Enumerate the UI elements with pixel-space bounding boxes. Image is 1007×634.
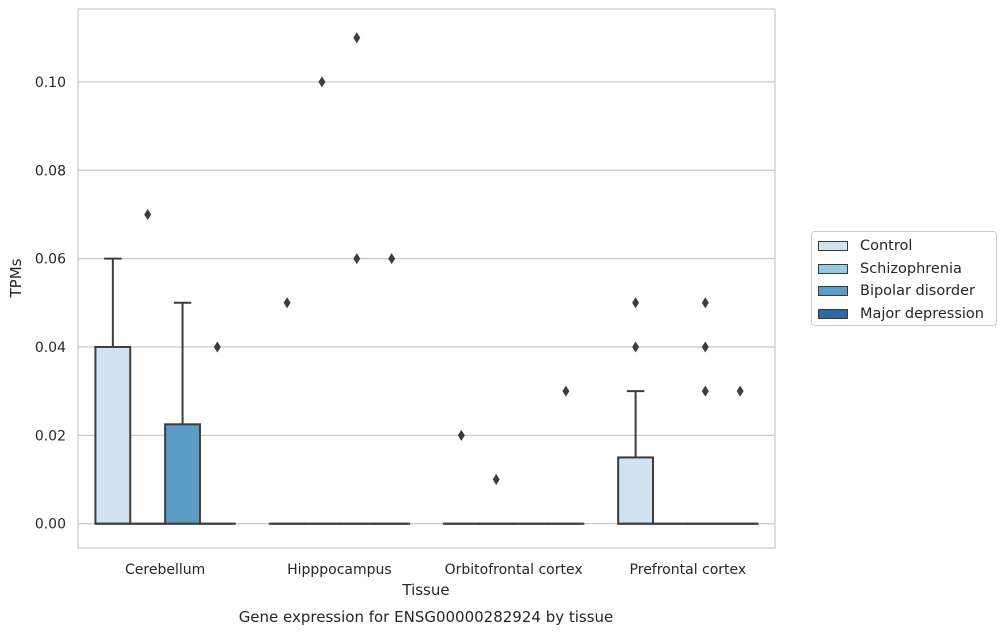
box <box>268 297 306 525</box>
y-tick-label: 0.06 <box>35 252 66 268</box>
box <box>129 208 167 525</box>
y-tick-labels: 0.00 0.02 0.04 0.06 0.08 0.10 <box>35 75 66 533</box>
box-body <box>617 456 655 525</box>
chart-caption: Gene expression for ENSG00000282924 by t… <box>239 608 614 626</box>
outlier-point <box>213 341 221 353</box>
box <box>303 76 341 525</box>
series-major-depression <box>198 253 759 525</box>
box <box>164 301 201 525</box>
y-axis-label: TPMs <box>7 258 25 298</box>
box <box>198 341 236 525</box>
legend-swatch <box>818 308 848 319</box>
legend-item: Bipolar disorder <box>818 281 975 301</box>
outlier-point <box>492 474 500 486</box>
outlier-point <box>701 385 709 397</box>
box <box>94 257 132 525</box>
box <box>686 297 724 525</box>
legend-label: Schizophrenia <box>860 260 962 277</box>
series-bipolar-disorder <box>164 32 724 525</box>
outlier-point <box>701 297 709 309</box>
legend-item: Major depression <box>818 304 984 324</box>
box-series <box>94 32 759 525</box>
outlier-point <box>562 385 570 397</box>
legend: Control Schizophrenia Bipolar disorder Majo… <box>811 231 997 326</box>
outlier-point <box>632 297 640 309</box>
box <box>477 474 515 525</box>
y-tick-label: 0.10 <box>35 75 66 91</box>
outlier-point <box>388 253 396 265</box>
outlier-point <box>283 297 291 309</box>
series-schizophrenia <box>129 76 689 525</box>
plot-area-frame <box>77 8 776 549</box>
x-axis-label: Tissue <box>401 581 449 599</box>
outlier-point <box>457 429 465 441</box>
y-tick-label: 0.00 <box>35 517 66 533</box>
outlier-point <box>632 341 640 353</box>
outlier-point <box>144 208 152 220</box>
y-tick-label: 0.02 <box>35 428 66 444</box>
series-control <box>94 257 655 525</box>
legend-label: Bipolar disorder <box>860 283 975 299</box>
box-body <box>164 423 201 525</box>
box <box>721 385 759 525</box>
x-tick-label: Orbitofrontal cortex <box>445 562 583 578</box>
y-tick-label: 0.04 <box>35 340 66 356</box>
outlier-point <box>736 385 744 397</box>
x-tick-label: Cerebellum <box>125 562 205 578</box>
outlier-point <box>318 76 326 88</box>
legend-item: Control <box>818 236 912 256</box>
legend-label: Major depression <box>860 305 984 322</box>
x-tick-label: Prefrontal cortex <box>630 562 747 578</box>
box <box>338 32 376 525</box>
legend-swatch <box>818 263 848 274</box>
legend-swatch <box>818 241 848 251</box>
x-tick-label: Hipppocampus <box>287 562 392 578</box>
outlier-point <box>353 253 361 265</box>
x-tick-labels: Cerebellum Hipppocampus Orbitofrontal cort… <box>125 562 746 578</box>
legend-item: Schizophrenia <box>818 259 962 279</box>
legend-swatch <box>818 286 848 296</box>
box <box>373 253 411 525</box>
box <box>547 385 585 525</box>
box-body <box>94 345 132 525</box>
y-tick-label: 0.08 <box>35 163 66 179</box>
outlier-point <box>701 341 709 353</box>
legend-label: Control <box>860 238 913 254</box>
outlier-point <box>353 32 361 44</box>
box <box>442 429 480 525</box>
box <box>617 297 655 525</box>
